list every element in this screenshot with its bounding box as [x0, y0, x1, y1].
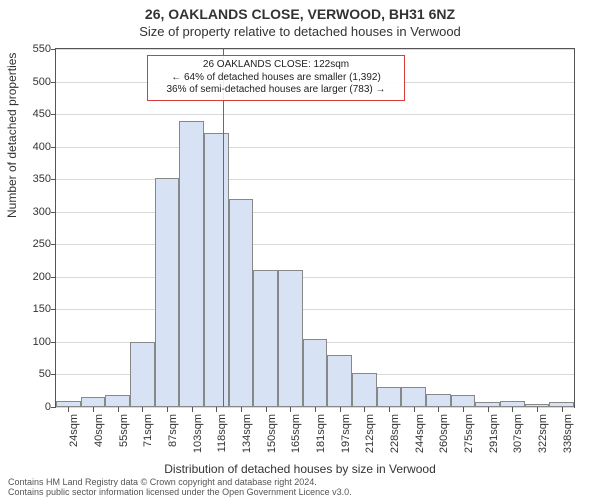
grid-line	[56, 244, 574, 245]
y-tick-mark	[51, 179, 56, 180]
y-tick-label: 50	[11, 368, 51, 380]
y-tick-label: 350	[11, 173, 51, 185]
histogram-bar	[179, 121, 204, 407]
histogram-bar	[401, 387, 426, 407]
grid-line	[56, 277, 574, 278]
x-tick-mark	[68, 407, 69, 412]
grid-line	[56, 212, 574, 213]
y-tick-mark	[51, 49, 56, 50]
x-tick-mark	[167, 407, 168, 412]
y-tick-label: 150	[11, 303, 51, 315]
y-tick-mark	[51, 309, 56, 310]
grid-line	[56, 147, 574, 148]
histogram-bar	[278, 270, 303, 407]
histogram-bar	[303, 339, 328, 407]
plot-area: 26 OAKLANDS CLOSE: 122sqm← 64% of detach…	[55, 48, 575, 408]
y-tick-mark	[51, 244, 56, 245]
y-tick-label: 200	[11, 271, 51, 283]
x-tick-mark	[562, 407, 563, 412]
histogram-bar	[426, 394, 451, 407]
x-tick-mark	[192, 407, 193, 412]
histogram-bar	[253, 270, 278, 407]
histogram-bar	[155, 178, 180, 407]
x-tick-mark	[266, 407, 267, 412]
x-tick-mark	[512, 407, 513, 412]
histogram-bar	[81, 397, 106, 407]
x-tick-mark	[241, 407, 242, 412]
x-tick-mark	[463, 407, 464, 412]
x-tick-mark	[118, 407, 119, 412]
y-tick-label: 250	[11, 238, 51, 250]
annotation-box: 26 OAKLANDS CLOSE: 122sqm← 64% of detach…	[147, 55, 405, 101]
x-tick-mark	[438, 407, 439, 412]
chart-title: 26, OAKLANDS CLOSE, VERWOOD, BH31 6NZ	[0, 6, 600, 22]
x-tick-mark	[290, 407, 291, 412]
chart-subtitle: Size of property relative to detached ho…	[0, 24, 600, 39]
y-tick-label: 400	[11, 141, 51, 153]
histogram-bar	[229, 199, 254, 407]
grid-line	[56, 49, 574, 50]
annotation-line-2: ← 64% of detached houses are smaller (1,…	[154, 72, 398, 85]
property-size-histogram: 26, OAKLANDS CLOSE, VERWOOD, BH31 6NZ Si…	[0, 0, 600, 500]
x-tick-mark	[142, 407, 143, 412]
x-tick-mark	[216, 407, 217, 412]
grid-line	[56, 309, 574, 310]
x-tick-mark	[389, 407, 390, 412]
grid-line	[56, 179, 574, 180]
histogram-bar	[352, 373, 377, 407]
y-tick-mark	[51, 114, 56, 115]
x-tick-mark	[364, 407, 365, 412]
x-tick-mark	[537, 407, 538, 412]
histogram-bar	[105, 395, 130, 407]
x-tick-mark	[340, 407, 341, 412]
subject-property-marker	[223, 49, 224, 407]
y-tick-label: 300	[11, 206, 51, 218]
y-tick-mark	[51, 212, 56, 213]
x-tick-mark	[315, 407, 316, 412]
y-tick-mark	[51, 147, 56, 148]
y-tick-mark	[51, 374, 56, 375]
histogram-bar	[204, 133, 229, 407]
y-tick-label: 550	[11, 43, 51, 55]
grid-line	[56, 114, 574, 115]
y-tick-label: 500	[11, 76, 51, 88]
y-tick-mark	[51, 407, 56, 408]
y-tick-mark	[51, 342, 56, 343]
y-tick-mark	[51, 82, 56, 83]
x-tick-mark	[93, 407, 94, 412]
y-tick-mark	[51, 277, 56, 278]
annotation-line-3: 36% of semi-detached houses are larger (…	[154, 84, 398, 97]
y-tick-label: 100	[11, 336, 51, 348]
footer-line-2: Contains public sector information licen…	[8, 488, 352, 498]
annotation-line-1: 26 OAKLANDS CLOSE: 122sqm	[154, 59, 398, 72]
histogram-bar	[377, 387, 402, 407]
histogram-bar	[451, 395, 476, 407]
footer-attribution: Contains HM Land Registry data © Crown c…	[8, 478, 352, 498]
x-tick-mark	[488, 407, 489, 412]
x-tick-mark	[414, 407, 415, 412]
y-tick-label: 0	[11, 401, 51, 413]
x-axis-label: Distribution of detached houses by size …	[0, 462, 600, 476]
histogram-bar	[130, 342, 155, 407]
y-tick-label: 450	[11, 108, 51, 120]
histogram-bar	[327, 355, 352, 407]
